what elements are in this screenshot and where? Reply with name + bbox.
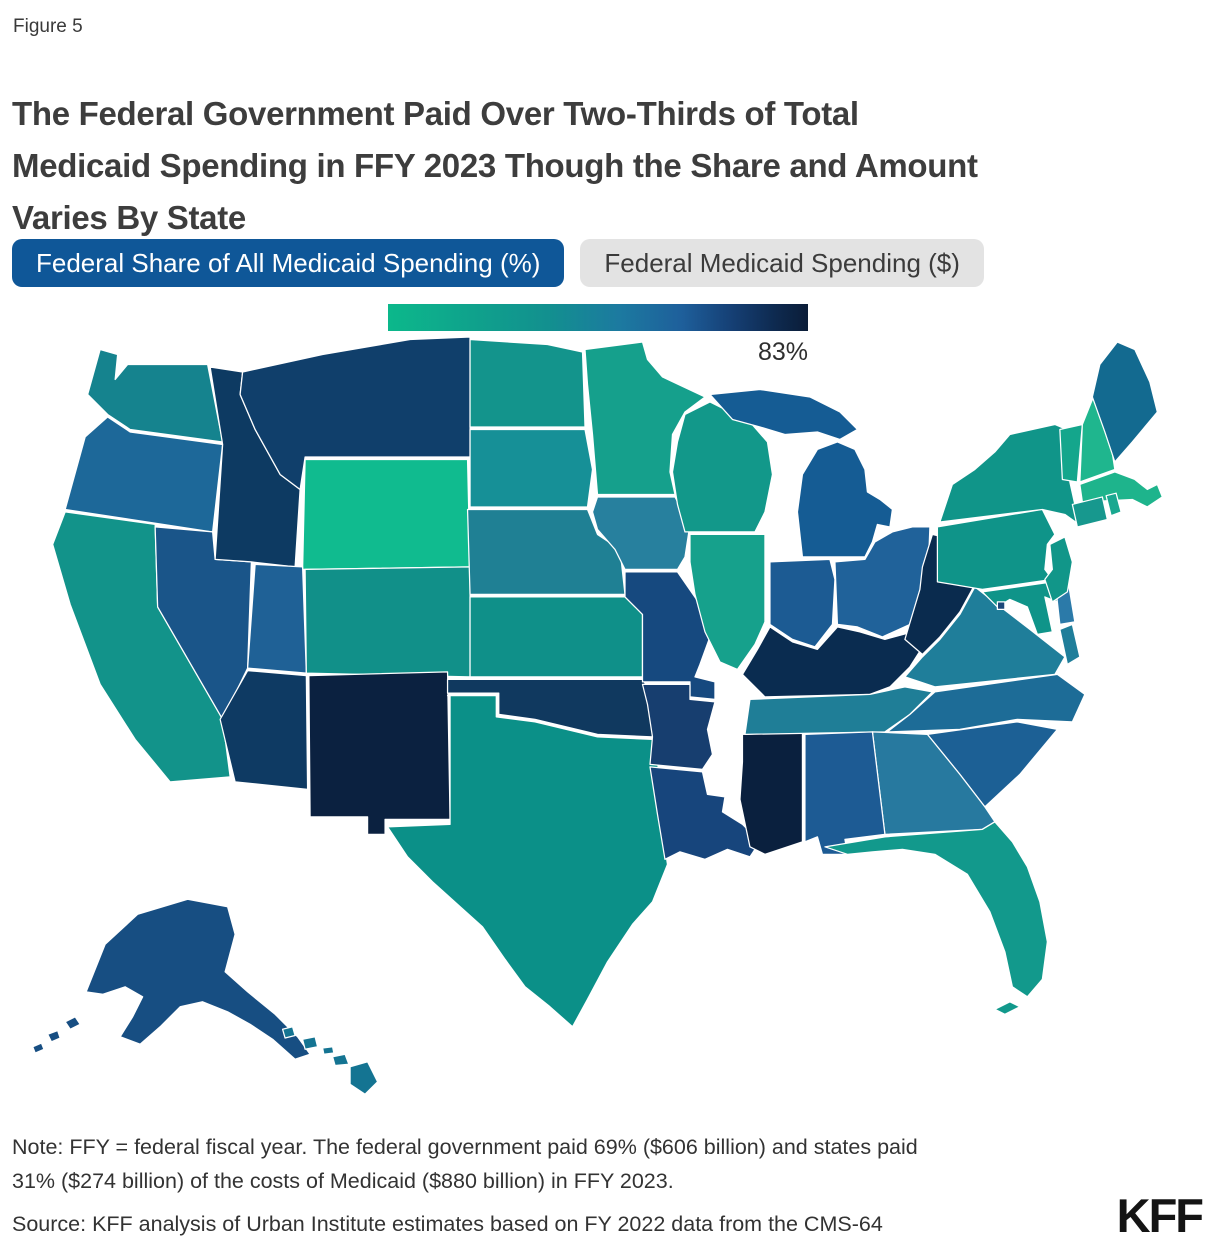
state-south-dakota[interactable]	[469, 428, 594, 508]
state-hawaii[interactable]	[281, 1026, 379, 1095]
state-utah[interactable]	[246, 563, 307, 674]
state-connecticut[interactable]	[1071, 496, 1108, 528]
kff-logo: KFF	[1116, 1189, 1204, 1242]
state-arkansas[interactable]	[641, 683, 716, 770]
toggle-federal-share-percent[interactable]: Federal Share of All Medicaid Spending (…	[12, 239, 565, 287]
state-alabama[interactable]	[804, 731, 886, 855]
state-nevada[interactable]	[154, 526, 252, 720]
state-georgia[interactable]	[871, 731, 996, 835]
state-alaska-aleutian-islands[interactable]	[32, 1016, 81, 1054]
legend-max-label: 83%	[757, 338, 808, 366]
state-alaska[interactable]	[79, 898, 311, 1060]
state-michigan-upper-peninsula[interactable]	[709, 388, 859, 441]
state-illinois[interactable]	[689, 533, 766, 671]
title-line-1: The Federal Government Paid Over Two-Thi…	[12, 95, 859, 133]
title-line-2: Medicaid Spending in FFY 2023 Though the…	[12, 147, 978, 185]
state-indiana[interactable]	[769, 558, 836, 648]
state-new-jersey[interactable]	[1044, 536, 1073, 603]
state-vermont[interactable]	[1059, 423, 1083, 483]
gradient-bar	[388, 304, 808, 331]
state-new-mexico[interactable]	[308, 671, 451, 835]
state-florida-keys[interactable]	[994, 1001, 1021, 1015]
state-michigan[interactable]	[796, 441, 894, 558]
note-text: Note: FFY = federal fiscal year. The fed…	[12, 1130, 1152, 1198]
state-kentucky[interactable]	[741, 626, 929, 698]
page-title: The Federal Government Paid Over Two-Thi…	[12, 88, 1212, 244]
title-line-3: Varies By State	[12, 199, 246, 237]
figure-label: Figure 5	[13, 16, 83, 37]
state-texas[interactable]	[386, 695, 669, 1028]
metric-toggle-group: Federal Share of All Medicaid Spending (…	[12, 239, 984, 287]
state-north-carolina[interactable]	[886, 673, 1086, 733]
state-virginia-eastern-shore[interactable]	[1059, 623, 1081, 666]
state-rhode-island[interactable]	[1105, 492, 1122, 517]
us-choropleth-map	[10, 322, 1210, 1103]
state-arizona[interactable]	[219, 670, 309, 790]
note-line-1: Note: FFY = federal fiscal year. The fed…	[12, 1135, 918, 1159]
state-tennessee[interactable]	[744, 686, 934, 735]
state-florida[interactable]	[824, 821, 1048, 998]
state-colorado[interactable]	[304, 566, 471, 678]
source-text: Source: KFF analysis of Urban Institute …	[12, 1212, 883, 1236]
state-montana[interactable]	[239, 336, 471, 491]
toggle-federal-spending-dollars[interactable]: Federal Medicaid Spending ($)	[580, 239, 984, 287]
state-pennsylvania[interactable]	[936, 508, 1056, 591]
state-wyoming[interactable]	[301, 458, 471, 571]
state-kansas[interactable]	[469, 596, 644, 678]
state-maine[interactable]	[1091, 341, 1158, 463]
state-district-of-columbia[interactable]	[996, 601, 1006, 611]
state-mississippi[interactable]	[739, 731, 804, 855]
state-minnesota[interactable]	[584, 341, 706, 496]
note-line-2: 31% ($274 billion) of the costs of Medic…	[12, 1169, 674, 1193]
state-washington[interactable]	[87, 348, 224, 443]
state-north-dakota[interactable]	[469, 338, 586, 428]
